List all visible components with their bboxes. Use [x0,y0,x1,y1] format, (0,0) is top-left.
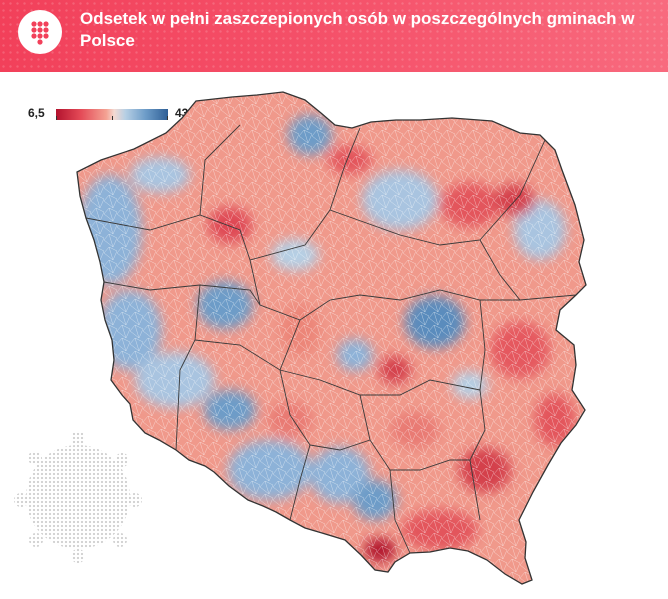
choropleth-map [14,91,587,585]
voivodeship-borders [85,124,577,554]
header-banner: Odsetek w pełni zaszczepionych osób w po… [0,0,668,72]
legend-tick [167,116,168,120]
legend-tick [56,116,57,120]
legend-tick [112,116,113,120]
legend-gradient-bar [56,109,168,120]
virus-icon [14,431,142,563]
dot-grid-icon [18,10,62,54]
legend-min-label: 6,5 [28,106,45,120]
header-texture [0,0,668,72]
page-title: Odsetek w pełni zaszczepionych osób w po… [80,9,635,50]
